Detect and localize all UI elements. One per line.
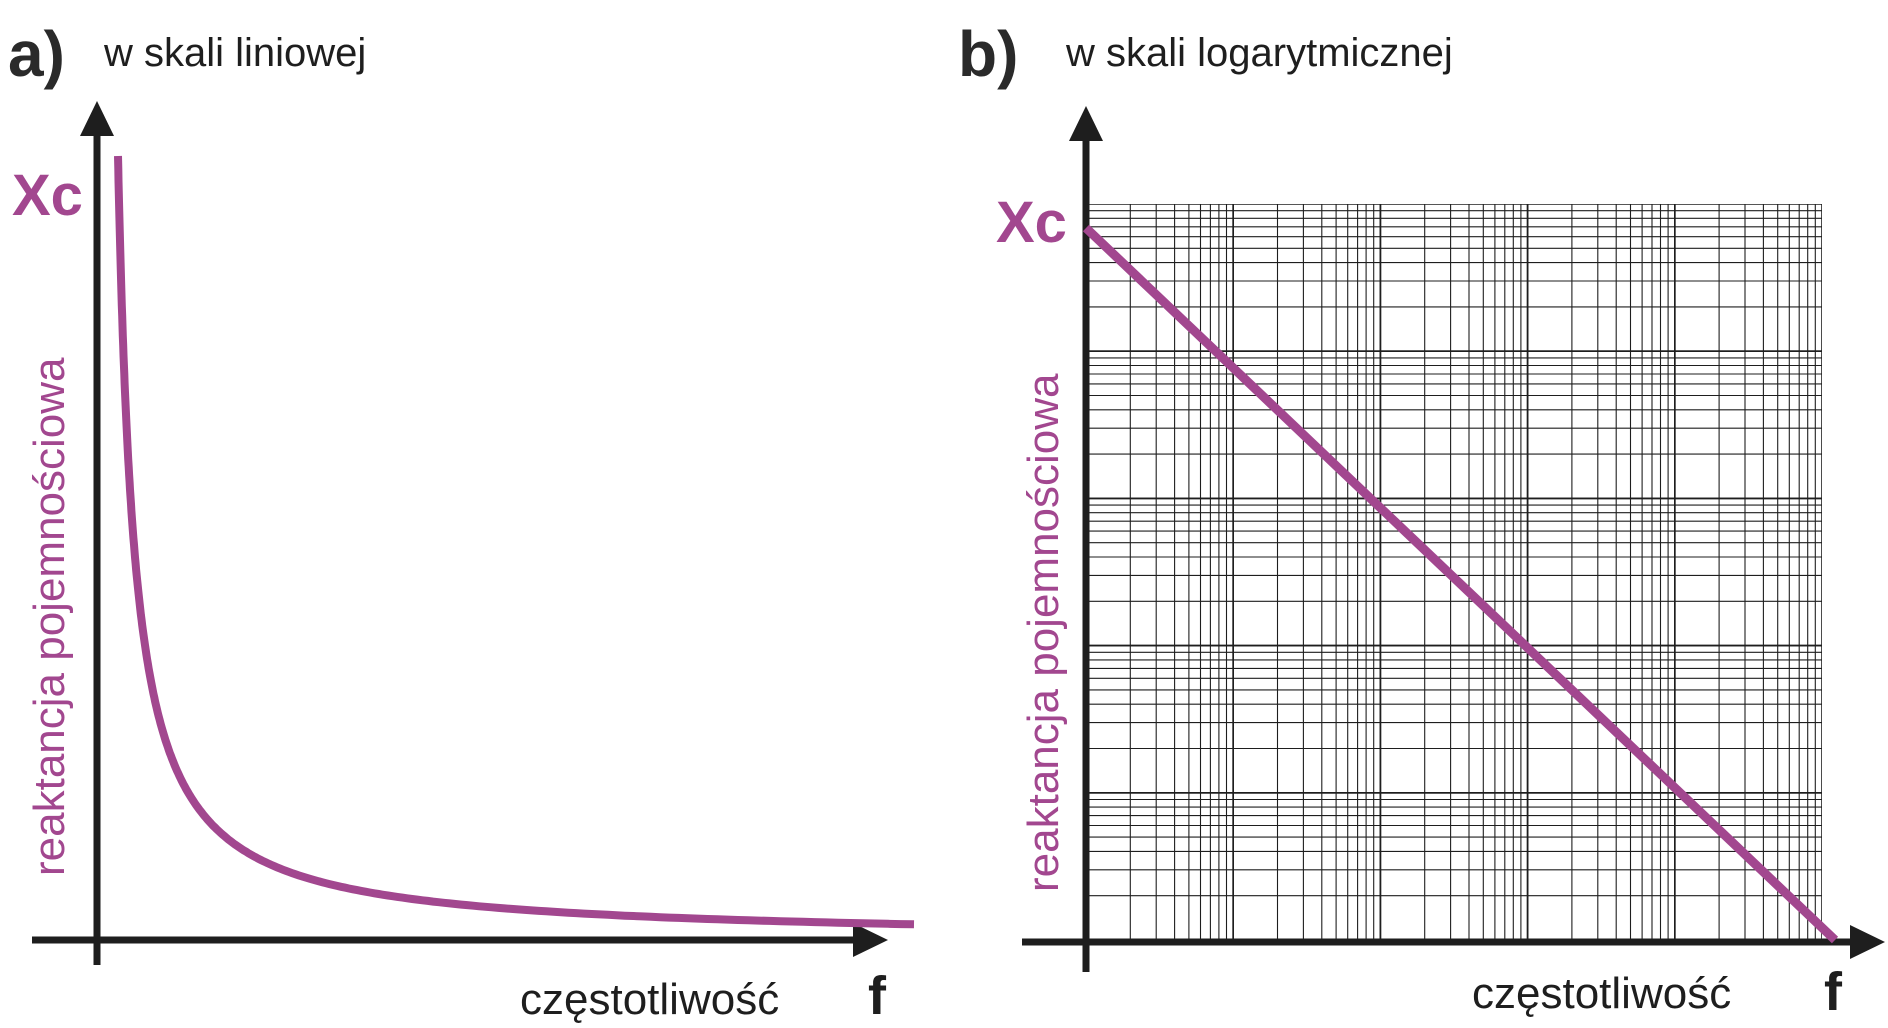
- panel-b-xc-label: Xc: [996, 190, 1067, 255]
- panel-b-x-symbol: f: [1824, 962, 1843, 1022]
- panel-b-title: w skali logarytmicznej: [1065, 31, 1453, 75]
- panel-a-y-label: reaktancja pojemnościowa: [25, 357, 74, 876]
- panel-b-y-label: reaktancja pojemnościowa: [1019, 373, 1068, 892]
- panel-a-letter: a): [8, 18, 65, 90]
- panel-b-x-arrow: [1850, 925, 1885, 959]
- panel-b-series-line: [1082, 224, 1839, 944]
- panel-a-x-arrow: [853, 923, 888, 957]
- panel-a-y-arrow: [80, 101, 114, 136]
- panel-b-y-arrow: [1069, 106, 1103, 141]
- panel-a-x-label: częstotliwość: [520, 975, 779, 1024]
- panel-a-xc-label: Xc: [12, 163, 83, 228]
- panel-a-series-line: [114, 155, 915, 929]
- panel-a-x-symbol: f: [868, 966, 887, 1026]
- panel-a: a) w skali liniowej Xc reaktancja pojemn…: [8, 18, 915, 1026]
- panel-a-title: w skali liniowej: [103, 31, 366, 75]
- panel-b: b) w skali logarytmicznej Xc reaktancja …: [958, 18, 1885, 1022]
- panel-b-x-label: częstotliwość: [1472, 969, 1731, 1018]
- panel-b-letter: b): [958, 18, 1018, 90]
